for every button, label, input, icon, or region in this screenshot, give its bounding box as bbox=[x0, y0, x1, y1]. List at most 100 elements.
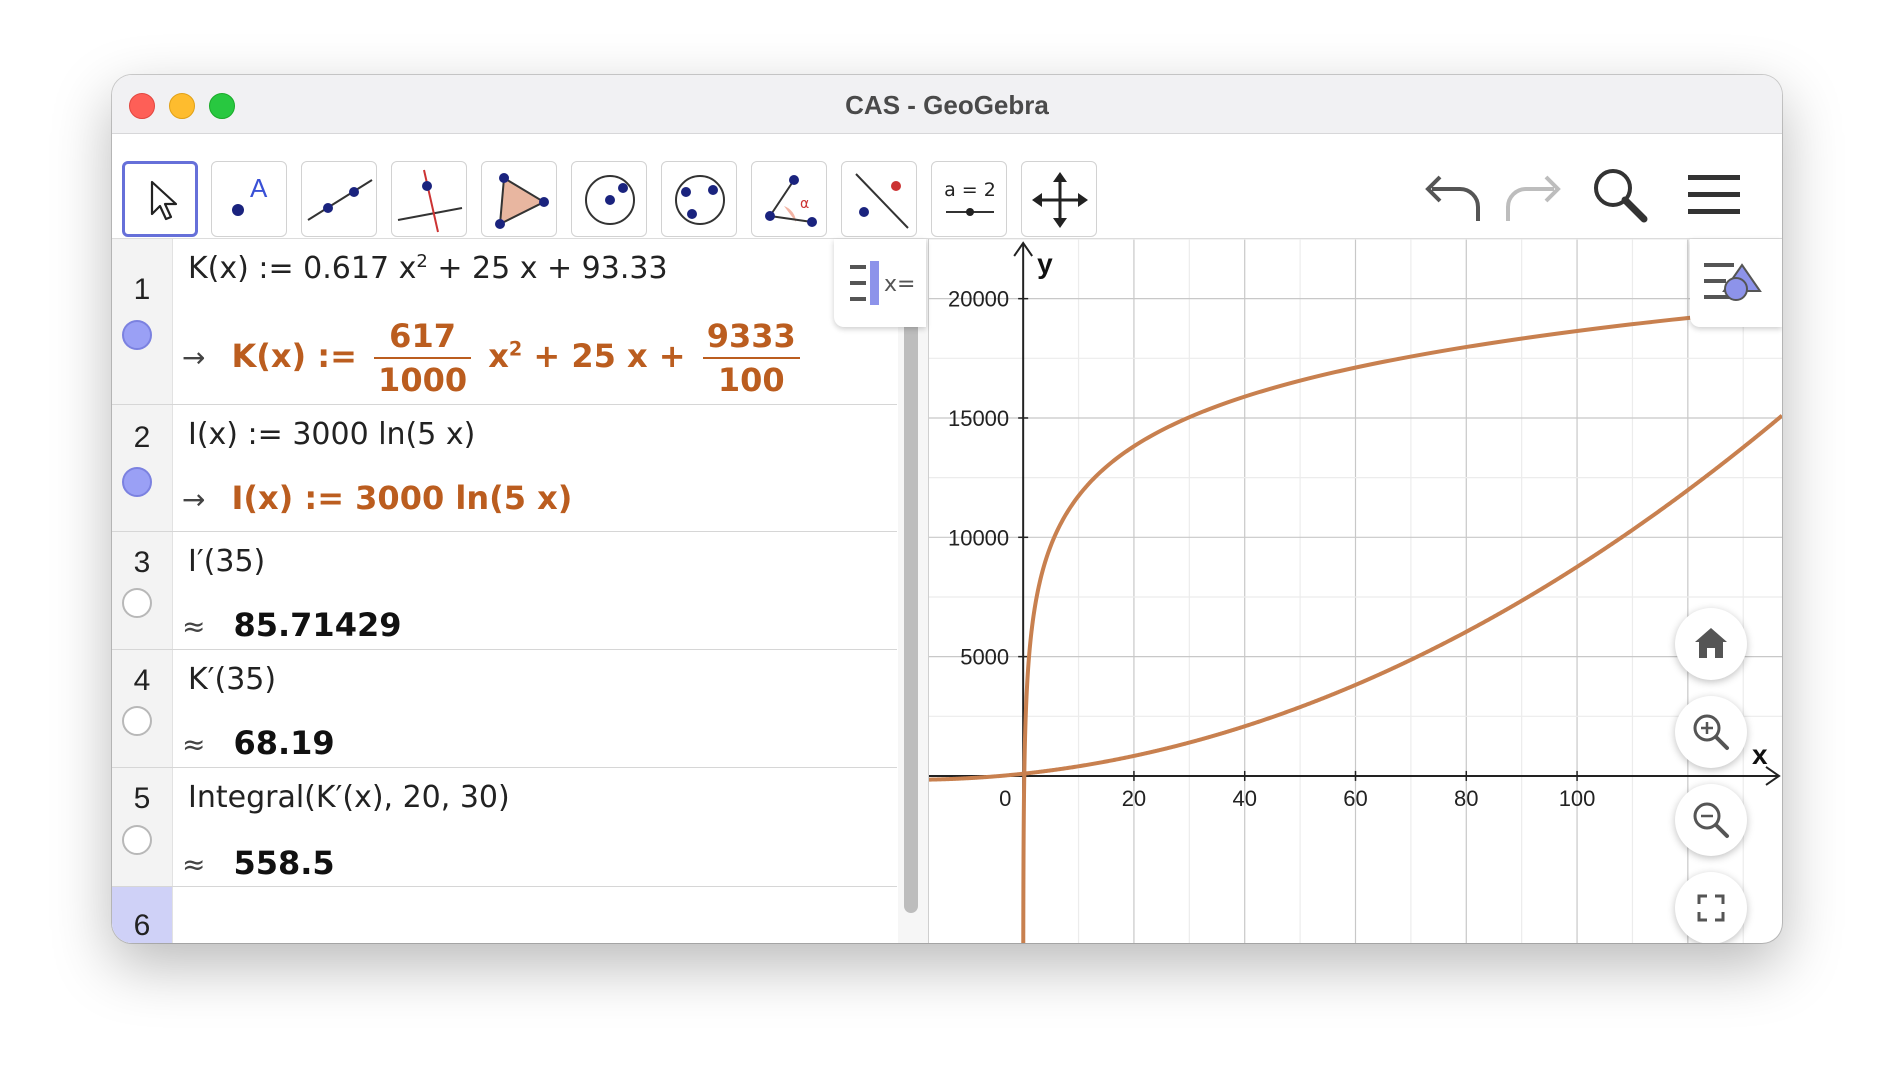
evaluate-arrow: → bbox=[182, 483, 206, 516]
redo-icon[interactable] bbox=[1498, 169, 1564, 229]
fraction: 617 1000 bbox=[374, 317, 472, 399]
approx-sign: ≈ bbox=[182, 610, 206, 643]
slider-tool-label: a = 2 bbox=[944, 179, 996, 201]
perpendicular-line-icon bbox=[397, 169, 463, 233]
zoom-out-button[interactable] bbox=[1675, 784, 1747, 856]
cursor-arrow-icon bbox=[150, 180, 178, 221]
curve-K bbox=[929, 414, 1782, 782]
row-number: 3 bbox=[133, 546, 151, 579]
style-bar-icon bbox=[1704, 263, 1762, 301]
slider-icon: a = 2 bbox=[944, 179, 996, 216]
x-tick-label: 100 bbox=[1559, 786, 1596, 811]
algebra-input-toggle[interactable]: x= bbox=[834, 239, 926, 327]
zoom-in-icon bbox=[1693, 714, 1729, 750]
svg-text:x=: x= bbox=[884, 272, 915, 297]
tool-point[interactable]: A bbox=[211, 161, 287, 237]
row-number: 2 bbox=[133, 421, 151, 454]
angle-icon: α bbox=[765, 175, 817, 227]
menu-icon[interactable] bbox=[1684, 167, 1744, 223]
maximize-window-button[interactable] bbox=[209, 93, 235, 119]
cas-output: ≈85.71429 bbox=[182, 606, 401, 644]
tool-line[interactable] bbox=[301, 161, 377, 237]
undo-icon[interactable] bbox=[1422, 169, 1488, 229]
close-window-button[interactable] bbox=[129, 93, 155, 119]
visibility-toggle[interactable] bbox=[122, 320, 152, 350]
row-number: 6 bbox=[133, 909, 151, 942]
y-axis-arrow bbox=[1013, 241, 1033, 257]
visibility-toggle[interactable] bbox=[122, 706, 152, 736]
x-tick-label: 40 bbox=[1232, 786, 1256, 811]
cas-input-text: + 25 x + 93.33 bbox=[427, 251, 668, 286]
tool-slider[interactable]: a = 2 bbox=[931, 161, 1007, 237]
cas-input[interactable]: K(x) := 0.617 x2 + 25 x + 93.33 bbox=[188, 251, 668, 286]
output-text: 85.71429 bbox=[233, 606, 402, 644]
output-text: I(x) := 3000 ln(5 x) bbox=[231, 479, 573, 517]
point-icon: A bbox=[232, 173, 268, 216]
cas-row[interactable]: 1 K(x) := 0.617 x2 + 25 x + 93.33 → K(x) … bbox=[112, 239, 897, 405]
cas-input[interactable]: K′(35) bbox=[188, 662, 277, 697]
row-number: 4 bbox=[133, 664, 151, 697]
exponent: 2 bbox=[416, 251, 428, 272]
cas-input[interactable]: Integral(K′(x), 20, 30) bbox=[188, 780, 510, 815]
cas-row[interactable]: 5 Integral(K′(x), 20, 30) ≈558.5 bbox=[112, 768, 897, 887]
graphics-view[interactable]: x y 0 20 40 60 80 100 5000 10000 15000 20000 bbox=[929, 239, 1782, 943]
y-tick-label: 15000 bbox=[948, 406, 1009, 431]
row-number-cell: 3 bbox=[112, 532, 173, 649]
tool-reflect-line[interactable] bbox=[841, 161, 917, 237]
tool-circle-center[interactable] bbox=[571, 161, 647, 237]
row-number-cell: 5 bbox=[112, 768, 173, 886]
numerator: 617 bbox=[374, 317, 472, 359]
output-text: 558.5 bbox=[233, 844, 335, 882]
input-bar-icon: x= bbox=[850, 261, 915, 305]
cas-row[interactable]: 4 K′(35) ≈68.19 bbox=[112, 650, 897, 768]
evaluate-arrow: → bbox=[182, 341, 206, 374]
visibility-toggle[interactable] bbox=[122, 825, 152, 855]
line-icon bbox=[307, 179, 373, 221]
function-plot[interactable]: x y 0 20 40 60 80 100 5000 10000 15000 20000 bbox=[929, 239, 1782, 943]
visibility-toggle[interactable] bbox=[122, 588, 152, 618]
circle-center-icon bbox=[585, 175, 635, 225]
tool-move-graphics[interactable] bbox=[1021, 161, 1097, 237]
row-number-cell: 2 bbox=[112, 405, 173, 531]
output-lhs: K(x) := bbox=[231, 337, 369, 375]
circle-three-points-icon bbox=[675, 175, 725, 225]
output-text: 68.19 bbox=[233, 724, 335, 762]
denominator: 1000 bbox=[378, 361, 468, 399]
output-term: + 25 x + bbox=[522, 337, 697, 375]
y-tick-label: 20000 bbox=[948, 287, 1009, 312]
tool-circle-three-points[interactable] bbox=[661, 161, 737, 237]
angle-tool-label: α bbox=[800, 196, 809, 212]
point-tool-label: A bbox=[250, 173, 268, 203]
y-tick-label: 10000 bbox=[948, 525, 1009, 550]
zoom-in-button[interactable] bbox=[1675, 696, 1747, 768]
cas-row-empty[interactable]: 6 bbox=[112, 887, 897, 943]
graphics-style-toggle[interactable] bbox=[1690, 239, 1782, 327]
cas-view: 1 K(x) := 0.617 x2 + 25 x + 93.33 → K(x) … bbox=[112, 239, 897, 943]
row-number-cell: 4 bbox=[112, 650, 173, 767]
approx-sign: ≈ bbox=[182, 848, 206, 881]
visibility-toggle[interactable] bbox=[122, 467, 152, 497]
cas-row[interactable]: 2 I(x) := 3000 ln(5 x) → I(x) := 3000 ln(… bbox=[112, 405, 897, 532]
tool-move[interactable] bbox=[122, 161, 198, 237]
fullscreen-icon bbox=[1697, 894, 1725, 922]
search-icon[interactable] bbox=[1588, 163, 1652, 227]
geogebra-window: CAS - GeoGebra A bbox=[112, 75, 1782, 943]
fullscreen-button[interactable] bbox=[1675, 872, 1747, 943]
cas-input[interactable]: I(x) := 3000 ln(5 x) bbox=[188, 417, 476, 452]
row-number-cell: 6 bbox=[112, 887, 173, 943]
cas-scrollbar[interactable] bbox=[904, 315, 918, 913]
cas-row[interactable]: 3 I′(35) ≈85.71429 bbox=[112, 532, 897, 650]
y-axis-label: y bbox=[1037, 248, 1053, 279]
title-bar: CAS - GeoGebra bbox=[112, 75, 1782, 134]
row-number-cell: 1 bbox=[112, 239, 173, 404]
denominator: 100 bbox=[717, 361, 785, 399]
minimize-window-button[interactable] bbox=[169, 93, 195, 119]
cas-input[interactable]: I′(35) bbox=[188, 544, 266, 579]
tool-angle[interactable]: α bbox=[751, 161, 827, 237]
cas-output: → I(x) := 3000 ln(5 x) bbox=[182, 479, 572, 517]
tool-perpendicular-line[interactable] bbox=[391, 161, 467, 237]
output-term: x bbox=[477, 337, 509, 375]
home-button[interactable] bbox=[1675, 608, 1747, 680]
tool-polygon[interactable] bbox=[481, 161, 557, 237]
zoom-out-icon bbox=[1693, 802, 1729, 838]
